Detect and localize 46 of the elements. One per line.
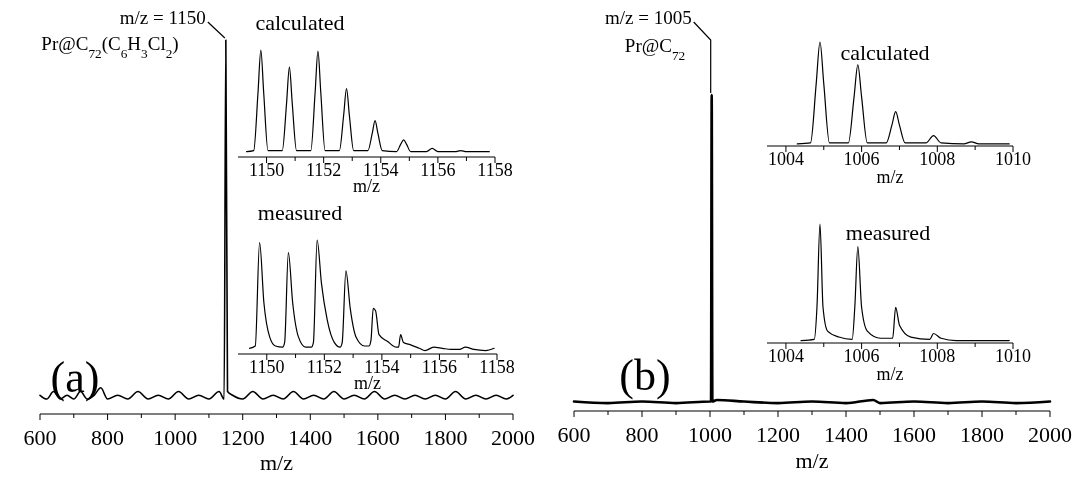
x-tick-label: 1152	[306, 357, 343, 377]
annotation: Pr@C$_{72}$	[624, 35, 686, 63]
x-tick-label: 600	[23, 425, 57, 450]
x-tick-label: 1600	[892, 422, 936, 447]
x-tick-label: 1400	[288, 425, 333, 450]
x-tick-label: 1150	[249, 357, 285, 377]
x-tick-label: 1200	[220, 425, 265, 450]
x-tick-label: 800	[91, 425, 125, 450]
chart-title: calculated	[840, 40, 930, 65]
x-tick-label: 1000	[153, 425, 198, 450]
chart-title: measured	[257, 200, 343, 225]
x-axis-title: m/z	[876, 364, 904, 384]
x-tick-label: 1006	[843, 346, 880, 366]
x-tick-label: 1006	[843, 149, 880, 169]
x-tick-label: 2000	[491, 425, 535, 450]
x-axis-title: m/z	[876, 167, 904, 187]
x-tick-label: 1008	[919, 149, 956, 169]
x-tick-label: 1150	[248, 160, 285, 180]
x-tick-label: 1152	[305, 160, 342, 180]
x-tick-label: 800	[625, 422, 659, 447]
x-tick-label: 1010	[995, 149, 1031, 169]
annotation: (b)	[619, 351, 671, 400]
x-tick-label: 1156	[421, 357, 458, 377]
annotation: m/z = 1005	[604, 7, 692, 28]
x-tick-label: 1156	[420, 160, 456, 180]
x-tick-label: 600	[557, 422, 591, 447]
x-tick-label: 1158	[479, 357, 515, 377]
chart-title: calculated	[255, 10, 345, 35]
x-tick-label: 1200	[756, 422, 800, 447]
x-axis-title: m/z	[260, 450, 294, 475]
x-tick-label: 1010	[995, 346, 1031, 366]
x-tick-label: 1158	[477, 160, 513, 180]
annotation: m/z = 1150	[119, 7, 206, 28]
x-tick-label: 1600	[355, 425, 400, 450]
x-tick-label: 1008	[919, 346, 956, 366]
chart-title: measured	[845, 220, 931, 245]
x-tick-label: 1800	[423, 425, 468, 450]
annotation: (a)	[50, 353, 100, 402]
x-axis-title: m/z	[795, 448, 829, 473]
x-tick-label: 1800	[960, 422, 1004, 447]
x-tick-label: 2000	[1028, 422, 1072, 447]
x-tick-label: 1004	[767, 346, 804, 366]
x-tick-label: 1000	[688, 422, 732, 447]
text: Pr@C$_{72}$(C$_{6}$H$_{3}$Cl$_{2}$)	[41, 33, 179, 61]
x-tick-label: 1400	[824, 422, 868, 447]
x-tick-label: 1004	[767, 149, 804, 169]
